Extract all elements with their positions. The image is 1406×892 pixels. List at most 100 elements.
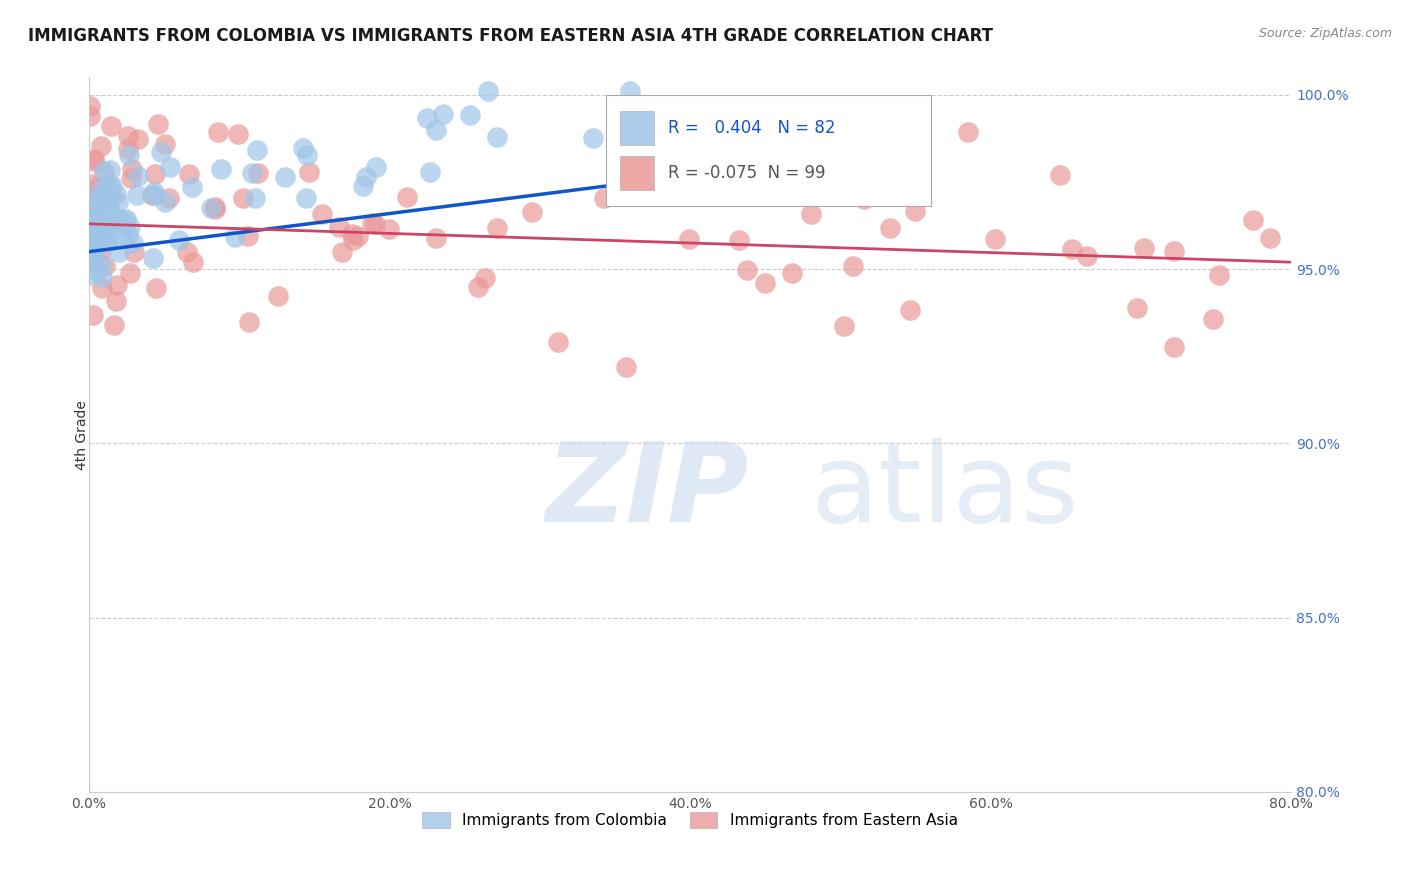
Point [103,318,125,333]
Point [619,84,641,98]
Point [474,271,496,285]
Point [90,183,112,197]
Point [800,207,823,221]
Point [1076,250,1098,264]
Point [83,226,105,240]
Point [432,107,454,121]
Point [200,201,222,215]
Point [614,359,637,374]
Point [94,227,117,241]
Point [79,98,101,112]
Point [79,109,101,123]
Point [127,132,149,146]
Point [298,165,321,179]
Point [204,202,226,216]
Point [97,201,120,215]
Point [292,141,315,155]
Point [79,207,101,221]
Point [86,211,108,225]
Point [728,233,751,247]
Text: R =   0.404   N = 82: R = 0.404 N = 82 [668,120,837,137]
Point [153,137,176,152]
Point [181,179,204,194]
Point [118,220,141,235]
Point [842,259,865,273]
Point [82,308,104,322]
Point [94,259,117,273]
Point [485,129,508,144]
Point [82,194,104,209]
Point [485,221,508,235]
Point [520,204,543,219]
Text: atlas: atlas [810,438,1078,545]
Point [91,219,114,233]
Point [354,169,377,184]
FancyBboxPatch shape [620,111,654,145]
Point [246,166,269,180]
Point [347,229,370,244]
Point [145,281,167,295]
Point [83,153,105,167]
Point [425,231,447,245]
Legend: Immigrants from Colombia, Immigrants from Eastern Asia: Immigrants from Colombia, Immigrants fro… [416,806,965,834]
Point [141,188,163,202]
Point [79,253,101,268]
FancyBboxPatch shape [606,95,931,206]
Point [267,289,290,303]
Point [122,245,145,260]
Point [96,235,118,249]
Point [243,192,266,206]
Point [146,118,169,132]
Point [1133,241,1156,255]
Point [80,211,103,225]
Point [84,228,107,243]
Point [157,191,180,205]
Point [89,211,111,225]
Point [90,257,112,271]
Point [330,244,353,259]
Point [91,221,114,235]
Point [181,255,204,269]
Point [735,263,758,277]
FancyBboxPatch shape [620,156,654,190]
Text: Source: ZipAtlas.com: Source: ZipAtlas.com [1258,27,1392,40]
Point [593,191,616,205]
Point [86,201,108,215]
Point [93,167,115,181]
Point [378,222,401,236]
Point [83,233,105,247]
Text: ZIP: ZIP [546,438,749,545]
Point [91,193,114,207]
Point [754,276,776,290]
Point [117,228,139,243]
Point [104,187,127,202]
Point [90,194,112,209]
Point [904,204,927,219]
Point [120,170,142,185]
Point [98,163,121,178]
Point [105,293,128,308]
Point [328,220,350,235]
Point [91,220,114,235]
Point [94,211,117,226]
Point [153,195,176,210]
Point [238,315,260,329]
Point [96,181,118,195]
Point [582,131,605,145]
Point [1060,242,1083,256]
Point [678,232,700,246]
Point [97,194,120,208]
Point [100,179,122,194]
Point [87,211,110,225]
Point [100,120,122,134]
Point [121,162,143,177]
Point [204,200,226,214]
Point [108,219,131,233]
Point [94,232,117,246]
Point [177,167,200,181]
Point [90,270,112,285]
Point [142,186,165,200]
Point [121,235,143,250]
Point [232,191,254,205]
Point [91,280,114,294]
